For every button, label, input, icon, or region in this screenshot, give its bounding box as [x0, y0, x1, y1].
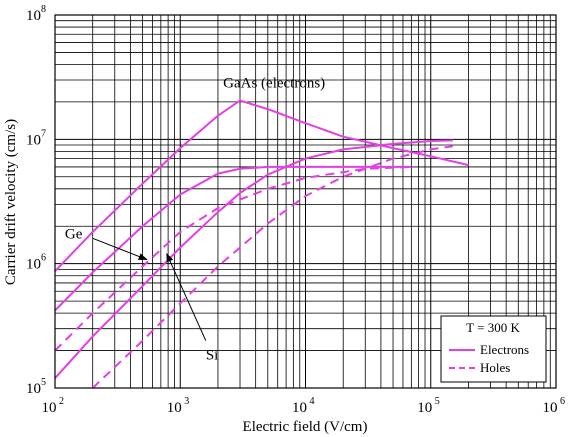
x-tick-exponent: 4: [310, 396, 315, 407]
x-axis-title: Electric field (V/cm): [243, 419, 368, 435]
annotation-arrow-ge: [92, 237, 148, 260]
x-tick-exponent: 3: [184, 396, 189, 407]
legend-label-holes: Holes: [480, 360, 510, 375]
x-tick-label: 10: [167, 400, 182, 416]
x-tick-label: 10: [292, 400, 307, 416]
legend-title: T = 300 K: [466, 320, 520, 335]
y-tick-label: 10: [26, 132, 41, 148]
y-tick-label: 10: [26, 257, 41, 273]
y-tick-exponent: 6: [41, 253, 46, 264]
x-tick-exponent: 5: [435, 396, 440, 407]
x-tick-exponent: 2: [59, 396, 64, 407]
legend-label-electrons: Electrons: [480, 342, 529, 357]
x-tick-label: 10: [417, 400, 432, 416]
series-si-holes: [92, 145, 453, 389]
annotation-si: Si: [206, 347, 219, 363]
y-tick-exponent: 5: [41, 377, 46, 388]
annotations: GaAs (electrons) Ge Si: [65, 76, 325, 364]
annotation-arrow-si: [166, 252, 207, 341]
plot-border: [54, 14, 557, 389]
annotation-gaas-electrons: GaAs (electrons): [223, 76, 325, 92]
tick-labels: 10 2 10 3 10 4 10 5 10 610 510 610 710 8: [26, 4, 565, 416]
series-group: [54, 99, 469, 389]
series-gaas-electrons: [54, 99, 469, 272]
series-si-electrons: [54, 139, 453, 379]
legend: T = 300 K Electrons Holes: [440, 315, 547, 383]
series-ge-holes: [54, 165, 412, 352]
y-tick-exponent: 7: [41, 128, 46, 139]
x-tick-exponent: 6: [560, 396, 565, 407]
x-tick-label: 10: [543, 400, 558, 416]
y-tick-exponent: 8: [41, 4, 46, 15]
y-axis-title: Carrier drift velocity (cm/s): [3, 119, 19, 285]
y-tick-label: 10: [26, 8, 41, 24]
x-tick-label: 10: [42, 400, 57, 416]
y-tick-label: 10: [26, 381, 41, 397]
annotation-ge: Ge: [65, 226, 83, 242]
series-ge-electrons: [54, 165, 412, 312]
